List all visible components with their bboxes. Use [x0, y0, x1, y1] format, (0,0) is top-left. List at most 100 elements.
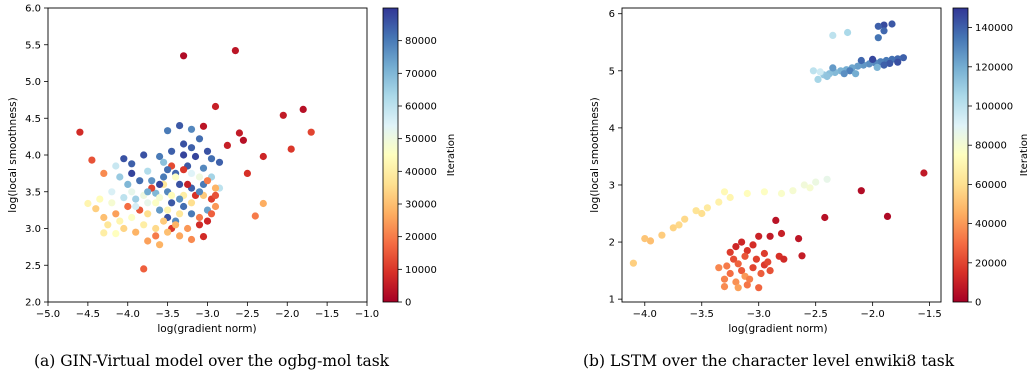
y-tick-label: 6: [609, 9, 615, 20]
scatter-point: [176, 232, 184, 240]
scatter-point: [144, 210, 152, 218]
scatter-point: [120, 194, 128, 202]
x-tick-label: −4.5: [76, 309, 100, 320]
scatter-point: [156, 206, 164, 214]
scatter-point: [168, 199, 176, 207]
scatter-point: [100, 229, 108, 237]
scatter-point: [144, 188, 152, 196]
scatter-point: [180, 140, 188, 148]
chart-panel-a: −5.0 −4.5 −4.0 −3.5 −3.0 −2.5 −2.0 −1.5 −1.0 2.0…: [7, 4, 457, 336]
scatter-point: [251, 212, 259, 220]
scatter-point: [888, 20, 896, 28]
x-tick-label: −3.0: [747, 309, 771, 320]
scatter-point: [148, 177, 156, 185]
colorbar-tick-label: 30000: [405, 200, 437, 211]
scatter-point: [128, 169, 136, 177]
scatter-point: [720, 188, 729, 196]
colorbar-tick-label: 40000: [975, 219, 1007, 230]
scatter-point: [772, 216, 780, 224]
scatter-point: [211, 202, 220, 211]
colorbar-b: [952, 7, 969, 303]
scatter-point: [124, 180, 132, 188]
scatter-point: [629, 259, 638, 267]
scatter-point: [144, 237, 152, 245]
scatter-point: [132, 228, 140, 236]
scatter-point: [873, 63, 881, 71]
y-tick-label: 5.5: [25, 40, 41, 51]
scatter-point: [116, 173, 124, 181]
scatter-point: [207, 210, 216, 218]
y-axis-ticks-b: 1 2 3 4 5 6: [609, 9, 622, 306]
y-tick-label: 4: [609, 123, 615, 134]
scatter-point: [846, 67, 854, 75]
scatter-point: [203, 177, 212, 185]
colorbar-tick-label: 20000: [975, 258, 1007, 269]
plot-frame-b: [621, 7, 942, 303]
scatter-point: [124, 202, 132, 211]
scatter-point: [755, 232, 763, 240]
scatter-point: [180, 202, 188, 211]
scatter-point: [160, 158, 168, 166]
scatter-point: [211, 184, 220, 192]
scatter-point: [920, 169, 928, 177]
scatter-point: [844, 28, 852, 37]
x-tick-label: −5.0: [36, 309, 60, 320]
scatter-point: [187, 199, 196, 207]
scatter-point: [76, 128, 84, 136]
scatter-point: [259, 199, 267, 208]
scatter-point: [766, 232, 774, 240]
colorbar-tick-label: 80000: [975, 141, 1007, 152]
y-tick-label: 3.0: [25, 224, 41, 235]
colorbar-tick-label: 0: [975, 298, 981, 309]
scatter-point: [899, 54, 908, 62]
scatter-point: [752, 255, 761, 263]
scatter-point: [730, 255, 738, 263]
x-tick-label: −2.0: [860, 309, 884, 320]
scatter-point: [720, 283, 729, 291]
scatter-points-a: [76, 47, 315, 273]
scatter-point: [112, 162, 120, 170]
scatter-point: [187, 169, 196, 177]
scatter-point: [132, 195, 140, 203]
y-tick-label: 2.0: [25, 298, 41, 309]
scatter-point: [698, 209, 706, 218]
y-tick-label: 4.5: [25, 114, 41, 125]
colorbar-tick-label: 80000: [405, 36, 437, 47]
scatter-point: [104, 221, 112, 229]
scatter-point: [176, 210, 184, 218]
scatter-point: [156, 194, 164, 202]
scatter-point: [675, 221, 683, 229]
scatter-point: [152, 199, 160, 207]
scatter-point: [757, 269, 765, 278]
scatter-point: [723, 262, 731, 270]
chart-panel-b: −4.0 −3.5 −3.0 −2.5 −2.0 −1.5 1 2 3 4 5 6 log(grad…: [589, 7, 1030, 335]
scatter-point: [760, 249, 769, 258]
scatter-point: [812, 178, 820, 186]
scatter-point: [738, 267, 746, 275]
y-axis-label-b: log(local smoothness): [589, 97, 601, 212]
scatter-point: [857, 56, 865, 65]
x-tick-label: −3.5: [690, 309, 714, 320]
x-tick-label: −4.0: [633, 309, 657, 320]
scatter-point: [715, 198, 723, 206]
scatter-point: [732, 278, 740, 286]
scatter-point: [180, 151, 188, 159]
scatter-point: [108, 188, 116, 196]
scatter-point: [199, 233, 208, 241]
colorbar-tick-label: 70000: [405, 69, 437, 80]
scatter-point: [199, 164, 208, 172]
scatter-point: [168, 147, 176, 155]
scatter-point: [164, 228, 172, 236]
scatter-point: [809, 67, 818, 75]
scatter-point: [894, 58, 902, 66]
scatter-point: [777, 189, 786, 198]
colorbar-tick-label: 0: [405, 298, 411, 309]
colorbar-ticks-a: 0 10000 20000 30000 40000 50000 60000 70000 8000…: [398, 36, 437, 309]
scatter-point: [823, 72, 831, 81]
colorbar-a: [382, 7, 399, 303]
scatter-point: [168, 191, 176, 199]
scatter-point: [703, 204, 712, 212]
scatter-point: [203, 217, 212, 225]
scatter-point: [180, 166, 188, 174]
scatter-point: [164, 166, 172, 174]
